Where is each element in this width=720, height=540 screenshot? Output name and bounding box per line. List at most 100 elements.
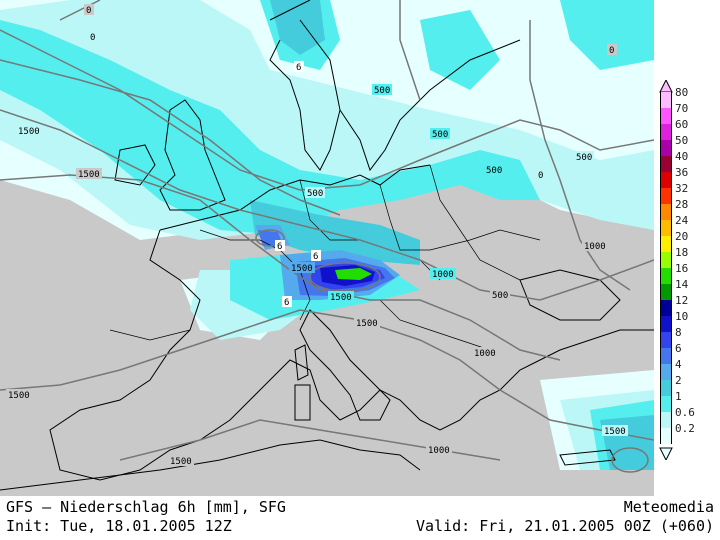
legend-label: 80 (675, 86, 689, 99)
legend-label: 4 (675, 358, 682, 371)
contour-label: 1500 (330, 293, 352, 303)
legend-swatch (660, 268, 672, 284)
legend-swatch (660, 428, 672, 444)
contour-label: 0 (538, 171, 543, 181)
legend-swatch (660, 236, 672, 252)
legend-swatch (660, 412, 672, 428)
contour-label: 0 (90, 33, 95, 43)
contour-label: 500 (374, 86, 390, 96)
legend-top-arrow (659, 80, 673, 93)
contour-label: 500 (486, 166, 502, 176)
legend-label: 12 (675, 294, 689, 307)
contour-label: 500 (307, 189, 323, 199)
legend-label: 24 (675, 214, 689, 227)
legend-label: 6 (675, 342, 682, 355)
provider-name: Meteomedia (623, 498, 714, 516)
contour-label: 6 (284, 298, 289, 308)
legend-level: 6 (656, 342, 720, 365)
contour-label: 1000 (474, 349, 496, 359)
legend-label: 60 (675, 118, 689, 131)
legend-label: 18 (675, 246, 689, 259)
contour-label: 1500 (604, 427, 626, 437)
legend-level: 1 (656, 390, 720, 413)
legend-label: 50 (675, 134, 689, 147)
legend-bottom-arrow (659, 447, 673, 460)
map-footer: GFS – Niederschlag 6h [mm], SFG Meteomed… (0, 496, 720, 540)
precip-16-area (335, 268, 372, 280)
contour-label: 1500 (18, 127, 40, 137)
legend-level: 8 (656, 326, 720, 349)
legend-level: 70 (656, 102, 720, 125)
contour-label: 6 (296, 63, 301, 73)
contour-label: 1500 (356, 319, 378, 329)
legend-label: 0.6 (675, 406, 695, 419)
legend-label: 10 (675, 310, 689, 323)
contour-label: 1500 (8, 391, 30, 401)
legend-level: 50 (656, 134, 720, 157)
legend-swatch (660, 284, 672, 300)
legend-swatch (660, 364, 672, 380)
init-time: Init: Tue, 18.01.2005 12Z (6, 517, 232, 535)
contour-label: 0 (609, 46, 614, 56)
legend-label: 28 (675, 198, 689, 211)
legend-level: 4 (656, 358, 720, 381)
legend-level: 18 (656, 246, 720, 269)
legend-swatch (660, 140, 672, 156)
legend-swatch (660, 108, 672, 124)
contour-label: 1500 (170, 457, 192, 467)
legend-level: 40 (656, 150, 720, 173)
legend-level: 2 (656, 374, 720, 397)
contour-label: 1500 (291, 264, 313, 274)
contour-label: 6 (277, 242, 282, 252)
legend-label: 0.2 (675, 422, 695, 435)
legend-swatch (660, 188, 672, 204)
legend-label: 1 (675, 390, 682, 403)
legend-level: 14 (656, 278, 720, 301)
legend-level: 16 (656, 262, 720, 285)
legend-swatch (660, 204, 672, 220)
legend-label: 36 (675, 166, 689, 179)
legend-label: 16 (675, 262, 689, 275)
legend-level: 60 (656, 118, 720, 141)
map-title: GFS – Niederschlag 6h [mm], SFG (6, 498, 286, 516)
legend-swatch (660, 252, 672, 268)
legend-level: 36 (656, 166, 720, 189)
legend-label: 8 (675, 326, 682, 339)
legend-level: 32 (656, 182, 720, 205)
legend-swatch (660, 380, 672, 396)
contour-label: 500 (432, 130, 448, 140)
legend-swatch (660, 316, 672, 332)
valid-time: Valid: Fri, 21.01.2005 00Z (+060) (415, 517, 714, 535)
precipitation-map: 0 0 1500 1500 500 500 500 500 500 0 1000… (0, 0, 654, 496)
legend-label: 70 (675, 102, 689, 115)
legend-level: 10 (656, 310, 720, 333)
legend-label: 20 (675, 230, 689, 243)
legend-swatch (660, 348, 672, 364)
contour-label: 1000 (428, 446, 450, 456)
legend-swatch (660, 172, 672, 188)
legend-swatch (660, 332, 672, 348)
legend-swatch (660, 396, 672, 412)
coastlines (0, 0, 654, 491)
contour-label: 0 (86, 6, 91, 16)
legend-swatch (660, 124, 672, 140)
contour-label: 500 (576, 153, 592, 163)
legend-level: 20 (656, 230, 720, 253)
legend-level: 28 (656, 198, 720, 221)
legend-label: 32 (675, 182, 689, 195)
legend-swatch (660, 220, 672, 236)
legend-level: 24 (656, 214, 720, 237)
legend-level: 12 (656, 294, 720, 317)
legend-swatch (660, 92, 672, 108)
legend-level: 80 (656, 86, 720, 109)
contour-label: 6 (313, 252, 318, 262)
contour-label: 1000 (432, 270, 454, 280)
legend-label: 14 (675, 278, 689, 291)
color-scale-legend: 80 70 60 50 40 36 32 28 24 20 18 16 14 12 10 8 6 4 2 1 0.6 0.… (656, 80, 720, 460)
legend-level: 0.2 (656, 422, 720, 445)
contour-label: 1000 (584, 242, 606, 252)
map-canvas: 0 0 1500 1500 500 500 500 500 500 0 1000… (0, 0, 654, 491)
legend-level: 0.6 (656, 406, 720, 429)
legend-label: 2 (675, 374, 682, 387)
legend-arrows (659, 80, 673, 460)
